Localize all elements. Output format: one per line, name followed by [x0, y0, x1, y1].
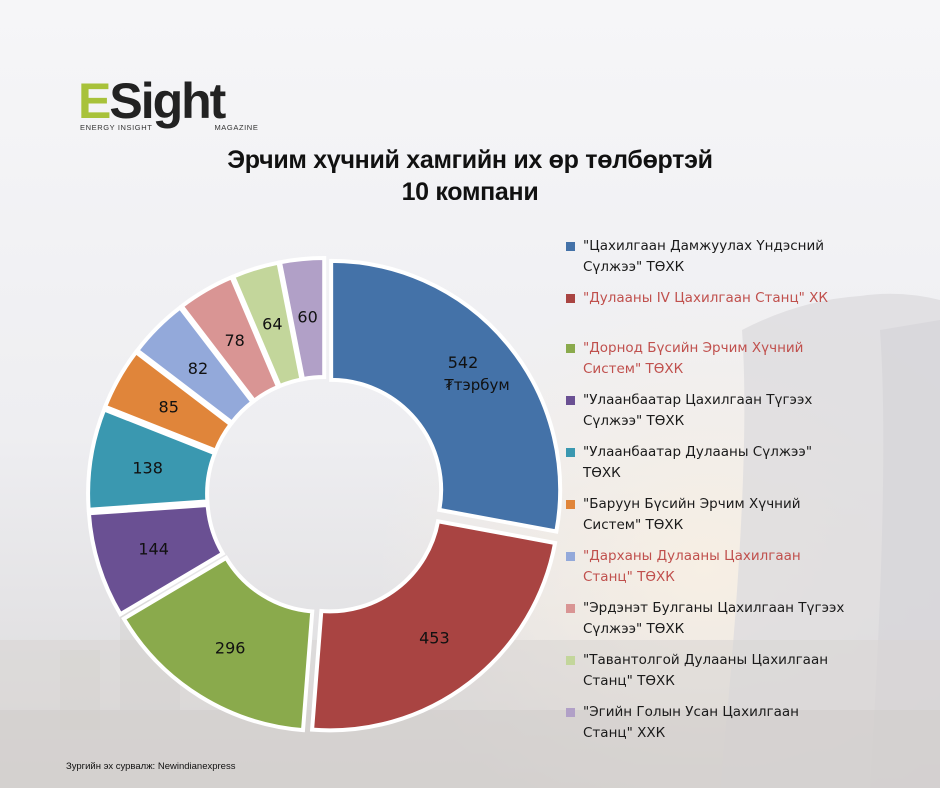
legend-swatch [566, 396, 575, 405]
donut-chart: 542 ₮тэрбум 453 296 144 138 85 82 78 64 60 [86, 256, 563, 733]
title-line-2: 10 компани [401, 178, 539, 206]
slice-value-label-10: 60 [297, 307, 317, 326]
legend-swatch [566, 448, 575, 457]
title-line-1: Эрчим хүчний хамгийн их өр төлбөртэй [227, 146, 713, 174]
logo-wordmark: ESight [78, 73, 226, 129]
donut-slice-7 [134, 304, 256, 426]
donut-slice-6 [102, 349, 234, 454]
legend-label: "Эгийн Голын Усан Цахилгаан Станц" ХХК [583, 704, 799, 741]
legend-swatch [566, 344, 575, 353]
legend-label: "Цахилгаан Дамжуулах Үндэсний Сүлжээ" ТӨ… [583, 238, 825, 275]
logo-sub-right: MAGAZINE [214, 123, 259, 132]
legend-swatch [566, 242, 575, 251]
legend-label: "Улаанбаатар Дулааны Сүлжээ" ТӨХК [583, 444, 813, 481]
legend-label: "Тавантолгой Дулааны Цахилгаан Станц" ТӨ… [583, 652, 829, 689]
legend-label: "Эрдэнэт Булганы Цахилгаан Түгээх Сүлжээ… [583, 600, 845, 637]
logo-accent-letter: E [78, 73, 111, 129]
slice-value-label-7: 82 [188, 359, 208, 378]
logo-sub-left: ENERGY INSIGHT [80, 123, 153, 132]
slice-value-label-1: 542 [448, 353, 479, 372]
legend-label: "Дорнод Бүсийн Эрчим Хүчний Систем" ТӨХК [583, 340, 804, 377]
donut-slice-10 [277, 256, 327, 382]
legend-label: "Баруун Бүсийн Эрчим Хүчний Систем" ТӨХК [583, 496, 801, 533]
brand-logo: ESight ENERGY INSIGHT MAGAZINE [78, 76, 258, 138]
logo-rest: Sight [109, 73, 226, 129]
legend-swatch [566, 656, 575, 665]
slice-value-label-3: 296 [215, 638, 246, 657]
legend-label: "Дарханы Дулааны Цахилгаан Станц" ТӨХК [583, 548, 801, 585]
source-note: Зургийн эх сурвалж: Newindianexpress [66, 761, 236, 772]
slice-value-label-6: 85 [159, 398, 179, 417]
legend-swatch [566, 708, 575, 717]
slice-value-label-2: 453 [419, 628, 450, 647]
donut-slice-2 [309, 519, 558, 733]
slice-value-label-4: 144 [138, 539, 169, 558]
slice-value-label-9: 64 [262, 314, 282, 333]
legend-swatch [566, 294, 575, 303]
legend-swatch [566, 552, 575, 561]
donut-slice-5 [86, 406, 218, 512]
legend-swatch [566, 604, 575, 613]
donut-slice-3 [121, 555, 315, 733]
chart-title: Эрчим хүчний хамгийн их өр төлбөртэй 10 … [160, 144, 780, 208]
donut-slice-1 [329, 258, 563, 534]
legend-label: "Дулааны IV Цахилгаан Станц" ХК [583, 290, 829, 306]
donut-slice-4 [86, 502, 226, 617]
slice-value-label-8: 78 [224, 331, 244, 350]
unit-label: ₮тэрбум [444, 376, 509, 394]
legend-label: "Улаанбаатар Цахилгаан Түгээх Сүлжээ" ТӨ… [583, 392, 813, 429]
slice-value-label-5: 138 [132, 459, 163, 478]
logo-tagline: ENERGY INSIGHT MAGAZINE [80, 123, 258, 132]
legend-swatch [566, 500, 575, 509]
